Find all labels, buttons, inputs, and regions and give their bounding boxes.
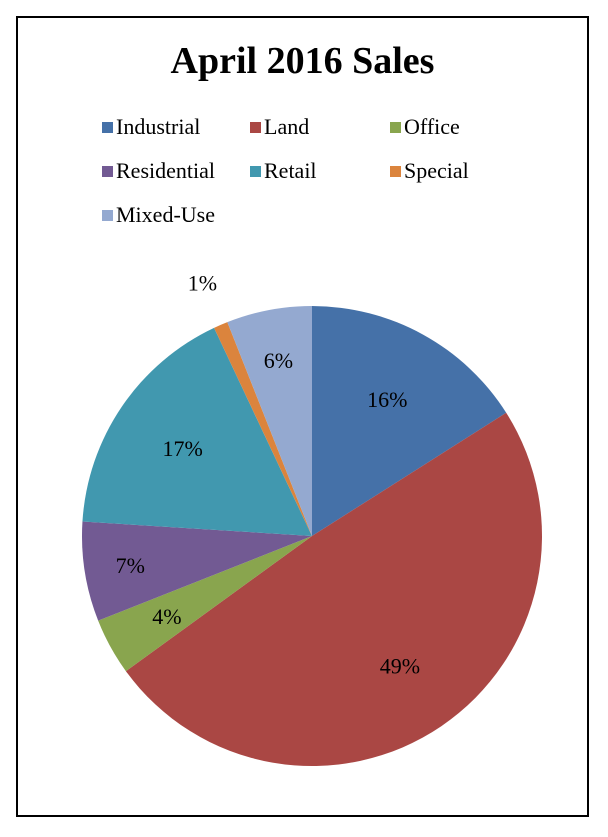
- legend-swatch-retail: [250, 165, 261, 177]
- pie-slice-land: [125, 412, 542, 766]
- legend-item-industrial: Industrial: [102, 114, 200, 140]
- legend-label-industrial: Industrial: [116, 114, 201, 139]
- pie-slice-industrial: [312, 306, 507, 536]
- legend-swatch-residential: [102, 165, 113, 177]
- pie-slice-mixed-use: [227, 306, 312, 536]
- pie-chart: 16% 49% 4% 7% 17% 1% 6%: [82, 271, 542, 766]
- data-label-land: 49%: [380, 653, 420, 678]
- legend-label-residential: Residential: [116, 158, 215, 183]
- data-label-special: 1%: [188, 271, 217, 296]
- legend-label-land: Land: [264, 114, 310, 139]
- data-label-retail: 17%: [162, 436, 202, 461]
- legend-item-retail: Retail: [250, 158, 317, 184]
- pie-slice-retail: [82, 327, 312, 536]
- data-label-office: 4%: [152, 604, 181, 629]
- data-label-industrial: 16%: [367, 387, 407, 412]
- legend-item-special: Special: [390, 158, 469, 184]
- legend-swatch-special: [390, 165, 401, 177]
- legend-swatch-land: [250, 121, 261, 133]
- legend-swatch-office: [390, 121, 401, 133]
- chart-legend: Industrial Land Office Residential Retail Spe…: [18, 18, 587, 258]
- legend-label-office: Office: [404, 114, 460, 139]
- pie-slice-office: [98, 536, 313, 672]
- legend-item-land: Land: [250, 114, 309, 140]
- pie-slice-special: [214, 322, 312, 536]
- chart-title: April 2016 Sales: [170, 40, 435, 82]
- legend-label-special: Special: [404, 158, 469, 183]
- legend-item-mixed-use: Mixed-Use: [102, 202, 215, 228]
- data-label-mixed-use: 6%: [264, 348, 293, 373]
- legend-label-mixed-use: Mixed-Use: [116, 202, 215, 227]
- chart-frame: April 2016 Sales Industrial Land Office Res…: [16, 16, 589, 817]
- data-label-residential: 7%: [116, 553, 145, 578]
- legend-item-office: Office: [390, 114, 460, 140]
- legend-item-residential: Residential: [102, 158, 215, 184]
- legend-swatch-mixed-use: [102, 209, 113, 221]
- pie-slice-residential: [82, 521, 312, 621]
- legend-label-retail: Retail: [264, 158, 317, 183]
- legend-swatch-industrial: [102, 121, 113, 133]
